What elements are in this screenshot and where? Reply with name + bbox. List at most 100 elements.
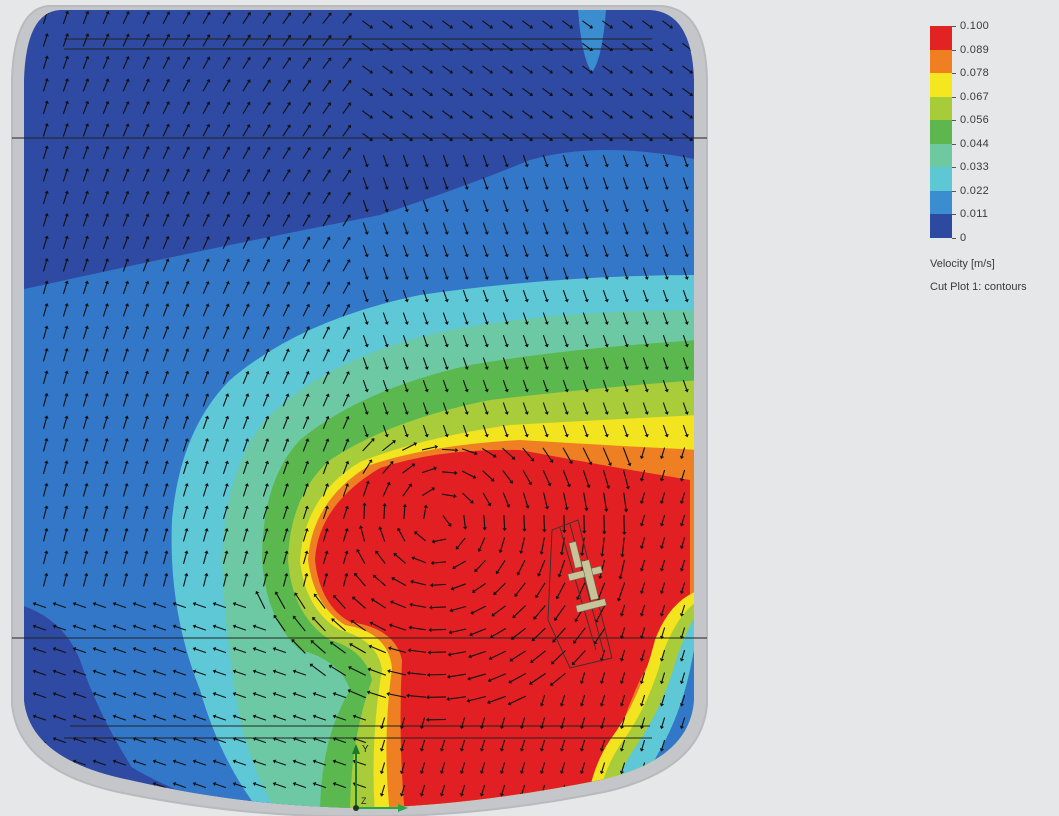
- velocity-vector-head: [265, 370, 270, 375]
- velocity-vector-head: [469, 47, 473, 51]
- legend-tick-label: 0.089: [960, 43, 990, 56]
- velocity-vector: [95, 761, 107, 766]
- velocity-vector: [182, 103, 189, 115]
- velocity-vector: [335, 738, 347, 744]
- velocity-vector-head: [104, 235, 110, 240]
- velocity-vector-head: [424, 433, 429, 438]
- velocity-vector-head: [544, 276, 549, 280]
- velocity-vector-head: [659, 455, 665, 460]
- velocity-vector-head: [124, 348, 129, 352]
- velocity-vector-head: [549, 114, 553, 119]
- velocity-vector: [155, 738, 167, 744]
- velocity-vector-head: [64, 190, 69, 195]
- legend-tick-mark: [952, 143, 956, 145]
- velocity-vector: [402, 177, 408, 188]
- velocity-vector: [682, 65, 691, 73]
- velocity-vector: [522, 334, 528, 345]
- velocity-vector: [122, 418, 128, 430]
- velocity-vector: [142, 170, 149, 182]
- velocity-vector-head: [430, 560, 434, 566]
- velocity-vector: [410, 649, 427, 653]
- velocity-vector-head: [105, 168, 110, 172]
- velocity-vector-head: [439, 770, 445, 775]
- velocity-vector: [62, 13, 68, 25]
- velocity-vector: [302, 81, 310, 92]
- velocity-vector-head: [85, 100, 90, 105]
- velocity-vector: [282, 36, 290, 47]
- velocity-vector-head: [499, 725, 505, 730]
- velocity-vector-head: [84, 280, 89, 285]
- velocity-vector-head: [186, 56, 191, 61]
- velocity-vector-head: [352, 714, 357, 719]
- velocity-vector: [582, 424, 588, 435]
- legend-swatch: [930, 120, 952, 144]
- velocity-vector-head: [389, 47, 393, 51]
- velocity-vector: [342, 216, 350, 227]
- velocity-vector-head: [272, 691, 277, 697]
- velocity-vector-head: [589, 47, 593, 51]
- velocity-vector-head: [185, 325, 190, 330]
- velocity-vector-head: [92, 601, 97, 607]
- velocity-vector-head: [599, 725, 605, 730]
- velocity-vector: [102, 238, 108, 250]
- velocity-vector: [682, 244, 688, 255]
- velocity-vector: [601, 694, 606, 704]
- velocity-vector-head: [569, 47, 573, 51]
- velocity-vector-head: [616, 597, 622, 602]
- velocity-vector: [542, 402, 548, 413]
- velocity-vector-head: [659, 478, 665, 482]
- velocity-vector: [115, 716, 127, 721]
- legend-tick-mark: [952, 26, 956, 27]
- velocity-vector: [462, 492, 472, 502]
- velocity-vector: [662, 177, 668, 188]
- velocity-vector: [374, 576, 386, 587]
- velocity-vector-head: [224, 438, 230, 442]
- velocity-vector-head: [44, 190, 49, 195]
- velocity-vector-head: [152, 691, 157, 697]
- velocity-vector: [82, 170, 88, 182]
- velocity-vector-head: [446, 696, 450, 702]
- velocity-vector-head: [324, 572, 329, 577]
- velocity-vector-head: [354, 572, 358, 577]
- velocity-vector: [242, 418, 248, 430]
- velocity-vector: [282, 463, 288, 475]
- velocity-vector-head: [184, 505, 189, 509]
- velocity-vector: [222, 103, 229, 115]
- velocity-vector: [262, 395, 268, 407]
- velocity-vector: [222, 485, 228, 497]
- velocity-vector: [82, 575, 87, 587]
- velocity-vector: [461, 448, 476, 454]
- velocity-vector: [661, 604, 666, 614]
- velocity-vector-head: [266, 124, 271, 128]
- velocity-vector-head: [659, 725, 665, 730]
- velocity-vector-head: [266, 258, 270, 263]
- velocity-vector: [462, 87, 471, 95]
- velocity-vector: [431, 628, 447, 631]
- velocity-vector-head: [327, 12, 332, 17]
- velocity-vector-head: [266, 169, 271, 173]
- velocity-vector: [102, 485, 107, 497]
- velocity-vector-head: [205, 236, 210, 240]
- velocity-vector-head: [579, 725, 585, 730]
- velocity-vector-head: [294, 592, 299, 597]
- velocity-vector-head: [449, 137, 453, 141]
- velocity-vector-head: [429, 114, 433, 119]
- velocity-vector-head: [184, 572, 189, 577]
- velocity-vector-head: [559, 552, 565, 556]
- velocity-vector-head: [192, 691, 197, 697]
- velocity-vector: [582, 20, 591, 28]
- legend-subtitle: Cut Plot 1: contours: [930, 280, 1027, 293]
- velocity-vector: [391, 624, 407, 631]
- velocity-vector-head: [529, 137, 533, 141]
- velocity-vector: [302, 530, 308, 542]
- velocity-vector-head: [85, 78, 90, 82]
- velocity-vector-head: [204, 550, 209, 554]
- velocity-vector: [501, 717, 506, 727]
- velocity-vector: [382, 462, 392, 474]
- velocity-vector-head: [272, 646, 277, 652]
- velocity-vector: [102, 418, 108, 430]
- velocity-vector-head: [509, 114, 513, 119]
- velocity-vector-head: [105, 123, 110, 127]
- velocity-vector-head: [424, 321, 429, 325]
- velocity-vector-head: [326, 191, 331, 196]
